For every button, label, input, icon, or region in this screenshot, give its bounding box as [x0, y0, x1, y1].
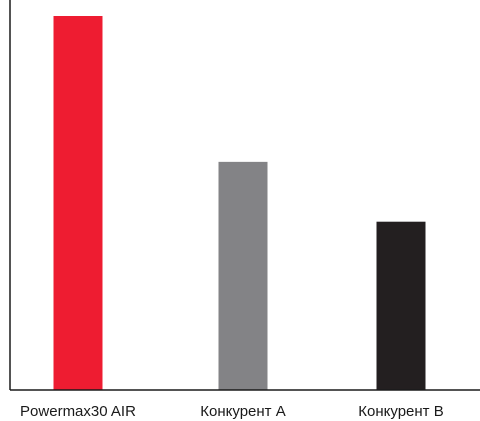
x-tick-label-3: Конкурент B — [358, 403, 443, 420]
bar-3 — [376, 221, 426, 390]
bar-2 — [218, 161, 268, 390]
bars-group — [53, 16, 426, 390]
bar-1 — [53, 16, 103, 390]
x-tick-labels: Powermax30 AIR Конкурент A Конкурент B — [20, 403, 444, 420]
x-tick-label-1: Powermax30 AIR — [20, 403, 136, 420]
x-tick-label-2: Конкурент A — [200, 403, 285, 420]
